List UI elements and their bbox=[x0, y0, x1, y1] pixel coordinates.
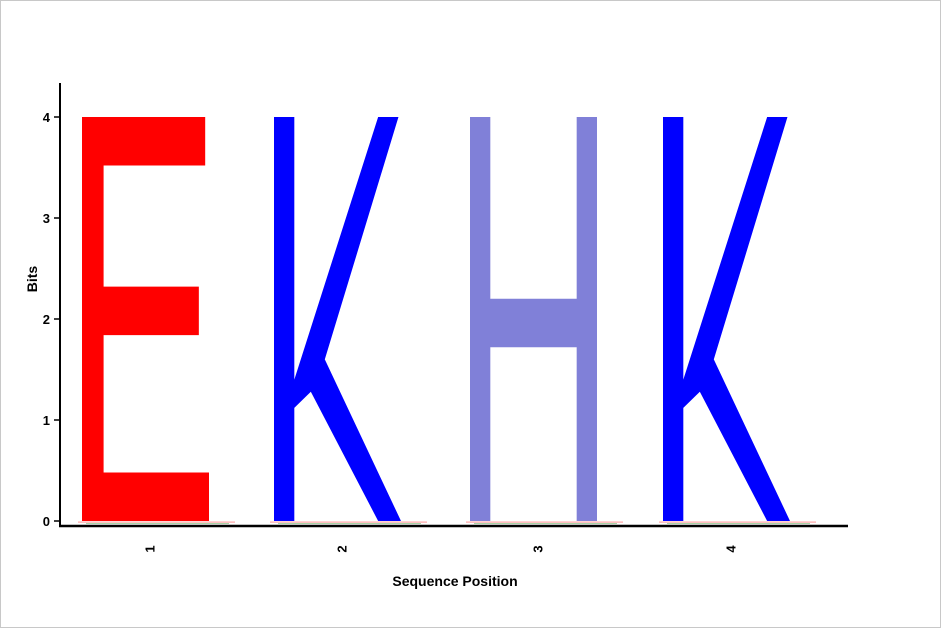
y-tick-label: 3 bbox=[43, 211, 50, 226]
y-tick-label: 4 bbox=[43, 110, 51, 125]
residual-letter-mark bbox=[270, 521, 427, 523]
y-tick-label: 1 bbox=[43, 413, 50, 428]
residual-letter-mark bbox=[86, 523, 229, 524]
logo-letter-e-pos-1 bbox=[82, 117, 209, 521]
logo-letters bbox=[82, 117, 790, 521]
residual-letter-mark bbox=[278, 523, 421, 524]
y-axis-ticks: 0 1 2 3 4 bbox=[43, 110, 60, 529]
residual-letter-mark bbox=[667, 523, 810, 524]
x-tick-label: 2 bbox=[335, 545, 350, 552]
y-tick-label: 0 bbox=[43, 514, 50, 529]
y-axis-label: Bits bbox=[24, 266, 40, 293]
x-tick-label: 4 bbox=[724, 545, 739, 553]
logo-letter-k-pos-2 bbox=[274, 117, 401, 521]
y-tick-label: 2 bbox=[43, 312, 50, 327]
x-tick-label: 1 bbox=[143, 545, 158, 552]
residual-letter-mark bbox=[474, 523, 617, 524]
residual-letter-mark bbox=[659, 521, 816, 523]
residual-letters bbox=[78, 521, 816, 524]
residual-letter-mark bbox=[78, 521, 235, 523]
x-tick-label: 3 bbox=[531, 545, 546, 552]
x-axis-label: Sequence Position bbox=[392, 573, 517, 589]
x-axis-ticks: 1 2 3 4 bbox=[143, 545, 739, 553]
logo-letter-k-pos-4 bbox=[663, 117, 790, 521]
residual-letter-mark bbox=[466, 521, 623, 523]
logo-letter-h-pos-3 bbox=[470, 117, 597, 521]
